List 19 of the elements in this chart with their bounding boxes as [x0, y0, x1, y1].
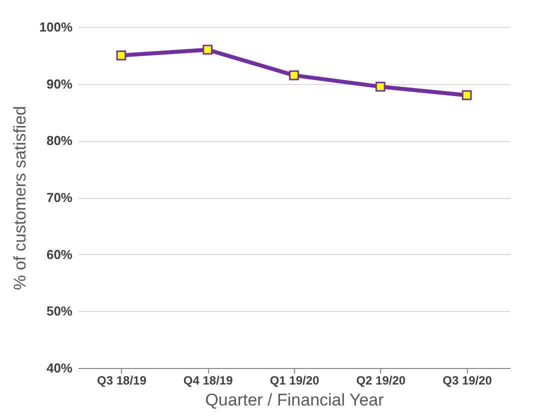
x-tick-label: Q1 19/20: [270, 374, 320, 388]
point: [289, 70, 299, 80]
y-tick-label: 70%: [46, 190, 73, 205]
point: [462, 90, 472, 100]
y-tick-label: 60%: [46, 246, 73, 262]
x-axis-title: Quarter / Financial Year: [205, 390, 384, 410]
y-tick-label: 90%: [46, 76, 73, 92]
y-tick-label: 100%: [39, 20, 73, 34]
point: [202, 44, 213, 55]
point: [375, 82, 386, 92]
x-tick-label: Q2 19/20: [356, 374, 406, 388]
y-tick-label: 80%: [46, 133, 73, 148]
y-tick-label: 40%: [46, 360, 73, 376]
x-tick-label: Q3 18/19: [97, 374, 147, 388]
x-tick-label: Q3 19/20: [442, 374, 492, 388]
point: [116, 50, 126, 60]
x-tick-label: Q4 18/19: [183, 374, 234, 388]
y-axis-title: % of customers satisfied: [10, 106, 30, 290]
y-tick-label: 50%: [46, 304, 73, 319]
